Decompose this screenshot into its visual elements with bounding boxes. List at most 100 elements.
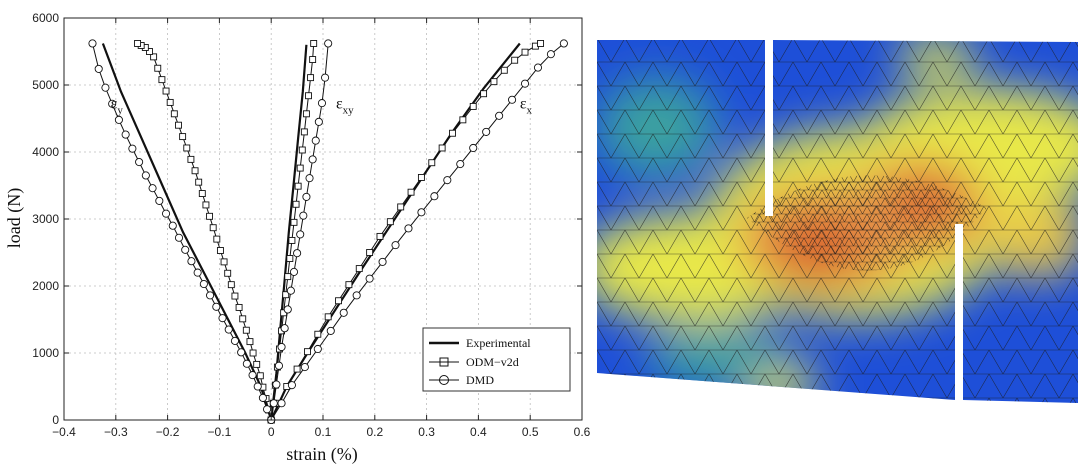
series-line-experimental: [270, 44, 308, 421]
point-dmd: [269, 399, 278, 408]
point-dmd: [296, 230, 305, 239]
y-tick-label: 1000: [32, 346, 59, 360]
point-odm-v2d: [307, 74, 315, 82]
legend-item-experimental: Experimental: [429, 336, 531, 350]
x-tick-label: −0.1: [208, 425, 232, 439]
legend-item-odm-v2d: ODM−v2d: [429, 355, 519, 369]
point-dmd: [283, 305, 292, 314]
point-dmd: [305, 174, 314, 183]
point-dmd: [287, 381, 296, 390]
point-odm-v2d: [490, 78, 498, 86]
point-odm-v2d: [162, 87, 170, 95]
point-dmd: [533, 63, 543, 72]
point-odm-v2d: [292, 200, 300, 208]
point-dmd: [121, 130, 130, 139]
x-tick-label: 0.5: [522, 425, 539, 439]
point-dmd: [128, 144, 137, 153]
point-dmd: [253, 382, 262, 391]
point-odm-v2d: [286, 255, 294, 262]
x-tick-label: 0.2: [366, 425, 383, 439]
point-dmd: [286, 286, 295, 295]
point-odm-v2d: [231, 292, 239, 300]
point-odm-v2d: [209, 224, 217, 232]
point-dmd: [114, 115, 123, 124]
point-dmd: [313, 344, 322, 354]
point-odm-v2d: [170, 110, 178, 118]
point-odm-v2d: [407, 188, 415, 196]
point-dmd: [277, 399, 286, 408]
point-odm-v2d: [242, 326, 250, 334]
mesh-contour-plot: [597, 40, 1078, 403]
point-odm-v2d: [293, 365, 301, 373]
x-tick-label: 0.6: [574, 425, 590, 439]
series-line-odm-v2d: [270, 43, 541, 421]
point-dmd: [404, 224, 413, 233]
point-odm-v2d: [202, 201, 210, 209]
point-odm-v2d: [246, 338, 254, 346]
series-line-odm-v2d: [270, 43, 315, 421]
point-dmd: [148, 184, 157, 193]
point-dmd: [206, 291, 215, 300]
x-tick-label: 0.4: [470, 425, 487, 439]
point-odm-v2d: [239, 315, 247, 323]
point-dmd: [218, 314, 227, 323]
strain-annotation-y: εy: [111, 95, 124, 116]
point-odm-v2d: [537, 40, 545, 47]
strain-annotation-xy: εxy: [336, 95, 354, 116]
point-dmd: [237, 348, 246, 357]
point-dmd: [559, 39, 568, 48]
y-tick-label: 0: [52, 413, 59, 427]
point-dmd: [272, 380, 281, 389]
data-curves: [88, 39, 568, 425]
point-odm-v2d: [253, 360, 261, 368]
point-dmd: [289, 267, 299, 276]
point-odm-v2d: [290, 218, 298, 226]
point-odm-v2d: [438, 144, 446, 152]
point-dmd: [274, 361, 284, 370]
x-tick-label: −0.3: [104, 425, 128, 439]
point-odm-v2d: [345, 281, 353, 289]
point-dmd: [300, 363, 309, 372]
point-dmd: [508, 95, 517, 104]
point-odm-v2d: [154, 64, 162, 72]
point-odm-v2d: [376, 232, 384, 240]
strain-annotation-x: εx: [520, 95, 533, 116]
point-dmd: [302, 192, 311, 201]
point-dmd: [141, 171, 150, 180]
point-odm-v2d: [469, 102, 477, 110]
point-dmd: [417, 208, 426, 217]
point-odm-v2d: [213, 235, 221, 243]
x-tick-label: 0.1: [315, 425, 332, 439]
point-dmd: [520, 79, 530, 88]
point-dmd: [199, 279, 208, 289]
point-dmd: [280, 324, 289, 333]
point-dmd: [317, 99, 327, 108]
y-tick-label: 3000: [32, 212, 59, 226]
point-dmd: [321, 73, 330, 82]
point-odm-v2d: [224, 269, 232, 277]
point-odm-v2d: [191, 167, 199, 175]
point-dmd: [339, 308, 348, 317]
point-odm-v2d: [335, 297, 342, 305]
point-dmd: [108, 99, 117, 108]
point-dmd: [391, 241, 400, 250]
y-tick-label: 2000: [32, 279, 59, 293]
point-odm-v2d: [417, 174, 425, 181]
point-odm-v2d: [150, 53, 158, 61]
point-odm-v2d: [480, 90, 488, 98]
point-odm-v2d: [449, 129, 456, 137]
strain-load-chart: −0.4 −0.3 −0.2 −0.1 0 0.1 0.2 0.3 0.4 0.5 0.6 0 1000…: [4, 11, 590, 465]
point-dmd: [378, 257, 387, 266]
y-tick-label: 6000: [32, 11, 59, 25]
point-dmd: [94, 64, 103, 73]
point-odm-v2d: [282, 291, 290, 299]
point-dmd: [181, 245, 190, 254]
point-dmd: [326, 326, 335, 335]
point-dmd: [293, 249, 302, 258]
point-odm-v2d: [500, 66, 508, 74]
point-dmd: [187, 257, 196, 266]
x-axis-title: strain (%): [286, 444, 357, 465]
point-odm-v2d: [302, 110, 310, 118]
point-dmd: [277, 342, 286, 352]
point-odm-v2d: [175, 121, 182, 129]
